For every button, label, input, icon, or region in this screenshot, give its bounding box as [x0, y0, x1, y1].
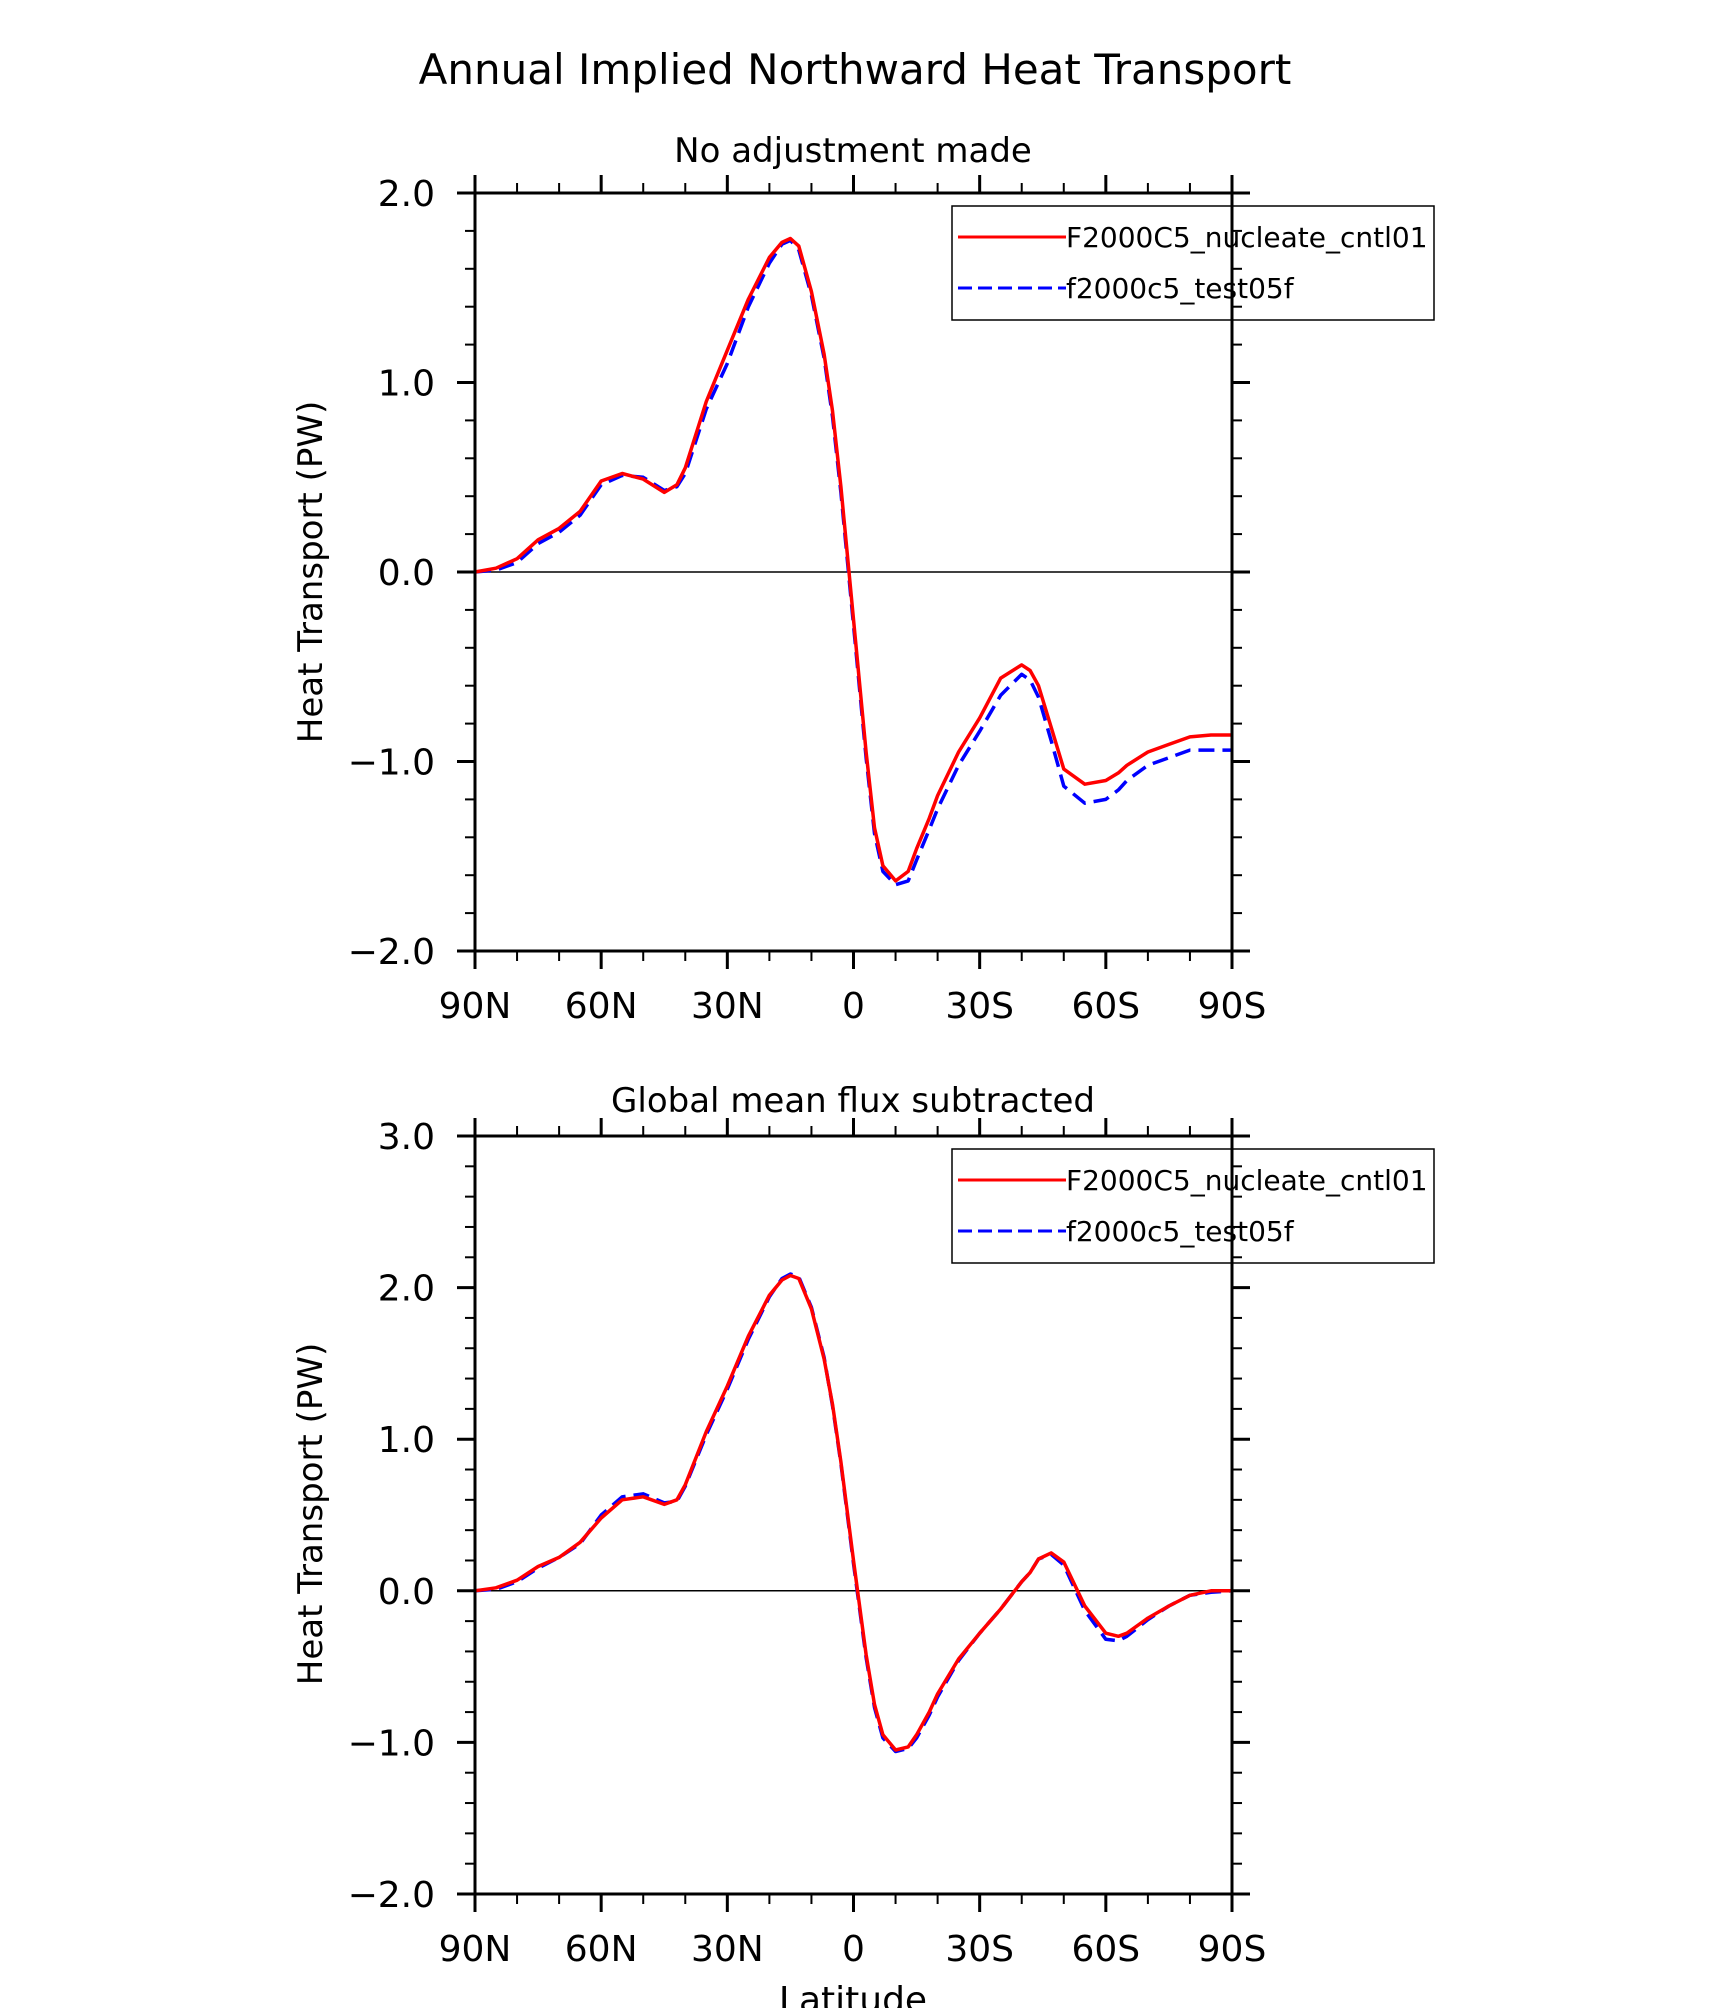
x-tick-label: 30N: [691, 1929, 764, 1970]
y-tick-label: −2.0: [348, 932, 435, 973]
series-line-test: [474, 1272, 1233, 1754]
panel-title: No adjustment made: [674, 131, 1032, 171]
axis-ticks: 90N 60N 30N 0 30S 60S 90S −2.0 −1.0 0.0 1.0 2.0: [348, 174, 1267, 1027]
y-tick-label: 1.0: [378, 364, 435, 405]
y-axis-label: Heat Transport (PW): [291, 1343, 331, 1685]
legend-label-cntl: F2000C5_nucleate_cntl01: [1066, 1164, 1428, 1197]
y-tick-label: −1.0: [348, 743, 435, 784]
legend-box: [951, 205, 1435, 321]
series-line-cntl: [474, 1273, 1232, 1752]
y-tick-label: −1.0: [348, 1723, 435, 1764]
panel-no-adjustment: No adjustment made Heat Transport (PW) 9…: [291, 131, 1435, 1027]
axis-ticks: 90N 60N 30N 0 30S 60S 90S −2.0 −1.0 0.0 1.0 2.0 3.0: [348, 1117, 1267, 1970]
x-tick-label: 30S: [945, 1929, 1014, 1970]
legend-box: [951, 1148, 1435, 1264]
x-tick-label: 90N: [439, 1929, 512, 1970]
legend: F2000C5_nucleate_cntl01 f2000c5_test05f: [951, 205, 1435, 321]
panel-title: Global mean flux subtracted: [611, 1081, 1095, 1121]
series-line-cntl: [474, 236, 1232, 883]
series-line-test: [474, 238, 1232, 887]
x-tick-label: 60S: [1071, 986, 1140, 1027]
x-tick-label: 90N: [439, 986, 512, 1027]
x-tick-label: 60S: [1071, 1929, 1140, 1970]
y-tick-label: 0.0: [378, 1572, 435, 1613]
y-axis-label: Heat Transport (PW): [291, 401, 331, 743]
legend-label-test: f2000c5_test05f: [1066, 272, 1295, 305]
x-tick-label: 30S: [945, 986, 1014, 1027]
y-tick-label: −2.0: [348, 1875, 435, 1916]
plot-frame: [473, 191, 1234, 953]
x-tick-label: 90S: [1198, 986, 1267, 1027]
x-tick-label: 90S: [1198, 1929, 1267, 1970]
x-tick-label: 0: [842, 1929, 865, 1970]
y-tick-label: 2.0: [378, 174, 435, 215]
legend: F2000C5_nucleate_cntl01 f2000c5_test05f: [951, 1148, 1435, 1264]
x-tick-label: 0: [842, 986, 865, 1027]
legend-label-test: f2000c5_test05f: [1066, 1215, 1295, 1248]
figure-title: Annual Implied Northward Heat Transport: [419, 45, 1292, 94]
x-axis-label: Latitude: [779, 1980, 927, 2008]
y-tick-label: 0.0: [378, 553, 435, 594]
data-lines: [474, 236, 1232, 887]
y-tick-label: 1.0: [378, 1420, 435, 1461]
plot-frame: [473, 1134, 1234, 1896]
data-lines: [474, 1272, 1233, 1754]
x-tick-label: 60N: [565, 986, 638, 1027]
panel-global-mean-subtracted: Global mean flux subtracted Heat Transpo…: [291, 1081, 1435, 2008]
y-tick-label: 3.0: [378, 1117, 435, 1158]
x-tick-label: 30N: [691, 986, 764, 1027]
y-tick-label: 2.0: [378, 1269, 435, 1310]
legend-label-cntl: F2000C5_nucleate_cntl01: [1066, 221, 1428, 254]
x-tick-label: 60N: [565, 1929, 638, 1970]
